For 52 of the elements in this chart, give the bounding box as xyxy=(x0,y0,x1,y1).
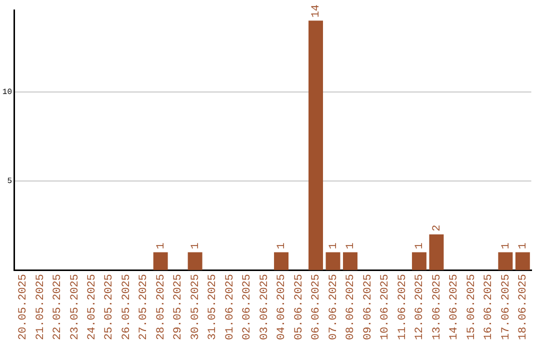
data-label: 1 xyxy=(190,242,202,250)
bar xyxy=(326,252,340,270)
x-tick-label: 29.05.2025 xyxy=(172,274,185,340)
x-tick-label: 02.06.2025 xyxy=(242,274,254,340)
bar xyxy=(515,252,530,270)
bar xyxy=(308,20,323,270)
x-tick-label: 07.06.2025 xyxy=(328,274,340,340)
data-label: 1 xyxy=(414,242,426,250)
x-tick-label: 26.05.2025 xyxy=(120,274,133,340)
bar xyxy=(153,252,168,270)
x-tick-label: 20.05.2025 xyxy=(18,274,30,340)
x-tick-label: 23.05.2025 xyxy=(69,274,82,340)
x-tick-label: 17.06.2025 xyxy=(500,274,512,340)
bar xyxy=(429,234,444,270)
x-tick-label: 06.06.2025 xyxy=(310,274,323,340)
x-tick-label: 30.05.2025 xyxy=(190,274,202,340)
x-tick-label: 18.06.2025 xyxy=(518,274,530,340)
x-tick-label: 25.05.2025 xyxy=(104,274,116,340)
x-tick-label: 22.05.2025 xyxy=(52,274,64,340)
y-tick-label: 10 xyxy=(2,88,12,98)
x-tick-label: 08.06.2025 xyxy=(345,274,358,340)
bar xyxy=(342,252,358,270)
x-tick-label: 11.06.2025 xyxy=(396,274,409,340)
data-label: 1 xyxy=(328,242,340,250)
x-tick-label: 24.05.2025 xyxy=(86,274,98,340)
data-label: 2 xyxy=(431,224,444,232)
bar xyxy=(188,252,202,270)
data-label: 14 xyxy=(310,4,323,18)
x-tick-label: 31.05.2025 xyxy=(207,274,220,340)
x-tick-label: 13.06.2025 xyxy=(431,274,444,340)
x-tick-label: 05.06.2025 xyxy=(293,274,306,340)
x-tick-label: 09.06.2025 xyxy=(362,274,374,340)
data-label: 1 xyxy=(155,242,168,250)
x-tick-label: 21.05.2025 xyxy=(34,274,47,340)
data-label: 1 xyxy=(500,242,512,250)
x-tick-label: 12.06.2025 xyxy=(414,274,426,340)
y-tick-label: 5 xyxy=(7,177,12,186)
bar xyxy=(412,252,426,270)
x-tick-label: 10.06.2025 xyxy=(380,274,392,340)
bar xyxy=(498,252,513,270)
data-label: 1 xyxy=(276,242,288,250)
data-label: 1 xyxy=(345,242,358,250)
x-tick-label: 03.06.2025 xyxy=(258,274,271,340)
x-tick-label: 28.05.2025 xyxy=(155,274,168,340)
bar xyxy=(274,252,289,270)
x-tick-label: 27.05.2025 xyxy=(138,274,150,340)
x-tick-label: 16.06.2025 xyxy=(483,274,496,340)
x-tick-label: 04.06.2025 xyxy=(276,274,288,340)
x-tick-label: 14.06.2025 xyxy=(448,274,461,340)
x-tick-label: 01.06.2025 xyxy=(224,274,236,340)
x-tick-label: 15.06.2025 xyxy=(466,274,478,340)
data-label: 1 xyxy=(518,242,530,250)
